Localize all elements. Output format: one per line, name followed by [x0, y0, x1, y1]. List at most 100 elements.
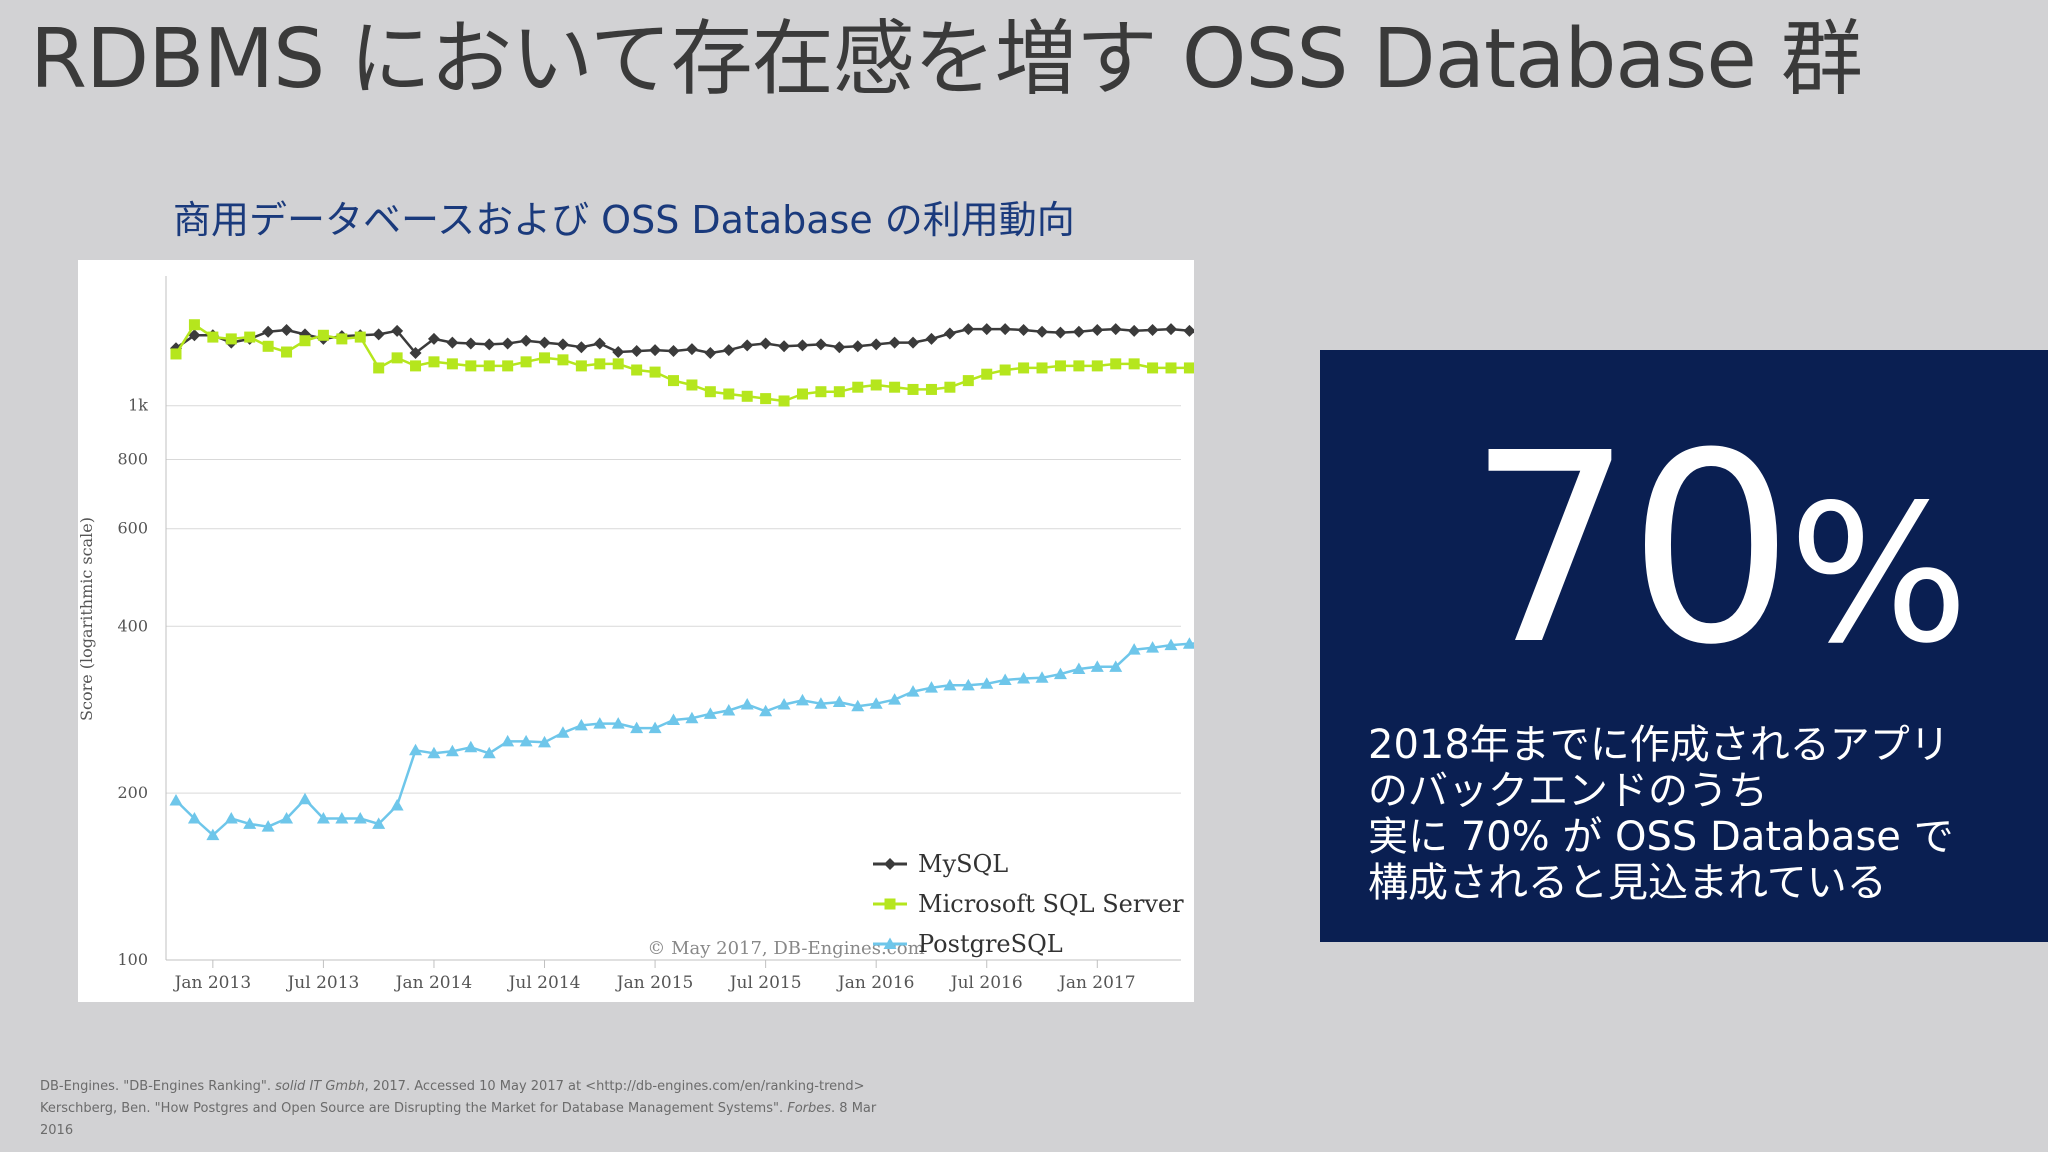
slide-title: RDBMS において存在感を増す OSS Database 群 — [30, 10, 1862, 110]
data-point-mysql — [575, 341, 587, 353]
data-point-microsoft-sql-server — [1073, 360, 1084, 371]
data-point-mysql — [852, 340, 864, 352]
stat-description-line: のバックエンドのうち — [1368, 768, 2028, 814]
x-tick-label: Jan 2014 — [394, 973, 473, 993]
data-point-mysql — [999, 323, 1011, 335]
x-tick-label: Jan 2013 — [173, 973, 252, 993]
data-point-microsoft-sql-server — [668, 375, 679, 386]
data-point-mysql — [815, 338, 827, 350]
data-point-microsoft-sql-server — [742, 391, 753, 402]
data-point-microsoft-sql-server — [631, 365, 642, 376]
data-point-microsoft-sql-server — [1000, 365, 1011, 376]
stat-callout: 70% 2018年までに作成されるアプリ のバックエンドのうち 実に 70% が… — [1320, 350, 2048, 942]
legend-item-microsoft-sql-server[interactable]: Microsoft SQL Server — [873, 890, 1184, 918]
stat-number: 70 — [1467, 397, 1788, 702]
reference-line: Kerschberg, Ben. "How Postgres and Open … — [40, 1098, 1020, 1120]
data-point-microsoft-sql-server — [1055, 360, 1066, 371]
data-point-mysql — [833, 341, 845, 353]
data-point-microsoft-sql-server — [281, 347, 292, 358]
reference-line: 2016 — [40, 1120, 1020, 1142]
data-point-microsoft-sql-server — [244, 332, 255, 343]
data-point-microsoft-sql-server — [1166, 362, 1177, 373]
data-point-microsoft-sql-server — [263, 341, 274, 352]
data-point-microsoft-sql-server — [705, 386, 716, 397]
data-point-microsoft-sql-server — [760, 393, 771, 404]
stat-description: 2018年までに作成されるアプリ のバックエンドのうち 実に 70% が OSS… — [1368, 722, 2028, 906]
y-axis-title: Score (logarithmic scale) — [78, 517, 96, 721]
chart-heading: 商用データベースおよび OSS Database の利用動向 — [173, 192, 1075, 248]
data-point-mysql — [465, 338, 477, 350]
data-point-microsoft-sql-server — [428, 356, 439, 367]
chart-panel: 100 200 400 600 800 1k Score (logarithmic scal… — [78, 260, 1194, 1002]
chart-legend[interactable]: MySQL Microsoft SQL Server PostgreSQL — [873, 850, 1184, 958]
data-point-microsoft-sql-server — [1147, 362, 1158, 373]
grid-lines — [166, 406, 1181, 793]
data-point-microsoft-sql-server — [797, 388, 808, 399]
data-point-microsoft-sql-server — [852, 382, 863, 393]
data-point-microsoft-sql-server — [815, 386, 826, 397]
data-point-postgresql — [225, 812, 238, 824]
data-point-microsoft-sql-server — [299, 335, 310, 346]
stat-unit: % — [1788, 464, 1969, 685]
legend-label-microsoft-sql-server: Microsoft SQL Server — [918, 890, 1184, 918]
data-point-mysql — [925, 333, 937, 345]
data-point-mysql — [631, 345, 643, 357]
data-point-mysql — [483, 338, 495, 350]
x-tick-label: Jan 2015 — [615, 973, 694, 993]
data-point-mysql — [1018, 324, 1030, 336]
references: DB-Engines. "DB-Engines Ranking". solid … — [40, 1076, 1020, 1142]
data-point-mysql — [1036, 326, 1048, 338]
reference-line: DB-Engines. "DB-Engines Ranking". solid … — [40, 1076, 1020, 1098]
data-point-mysql — [668, 345, 680, 357]
data-point-microsoft-sql-server — [779, 395, 790, 406]
stat-description-line: 構成されると見込まれている — [1368, 860, 2028, 906]
data-point-microsoft-sql-server — [594, 358, 605, 369]
chart-axes: 100 200 400 600 800 1k Score (logarithmic scal… — [78, 276, 1181, 993]
data-point-mysql — [281, 324, 293, 336]
data-point-microsoft-sql-server — [723, 388, 734, 399]
data-point-microsoft-sql-server — [189, 319, 200, 330]
data-point-mysql — [796, 339, 808, 351]
data-point-microsoft-sql-server — [1110, 358, 1121, 369]
legend-marker-mysql — [884, 858, 896, 870]
data-point-mysql — [1091, 324, 1103, 336]
legend-marker-microsoft-sql-server — [885, 899, 896, 910]
data-point-microsoft-sql-server — [539, 352, 550, 363]
data-point-microsoft-sql-server — [171, 348, 182, 359]
y-tick-label: 600 — [117, 519, 148, 538]
x-tick-label: Jul 2015 — [728, 973, 802, 993]
data-point-postgresql — [409, 744, 422, 756]
data-point-microsoft-sql-server — [502, 360, 513, 371]
data-point-mysql — [539, 337, 551, 349]
data-point-postgresql — [391, 799, 404, 811]
chart-credit: © May 2017, DB-Engines.com — [647, 938, 924, 959]
data-point-microsoft-sql-server — [1018, 362, 1029, 373]
data-point-microsoft-sql-server — [834, 386, 845, 397]
y-tick-label: 800 — [117, 449, 148, 468]
data-point-mysql — [704, 347, 716, 359]
data-point-microsoft-sql-server — [889, 382, 900, 393]
data-point-postgresql — [464, 741, 477, 753]
data-point-mysql — [1165, 323, 1177, 335]
trend-chart: 1002004006008001kScore (logarithmic scal… — [78, 260, 1194, 1002]
data-point-microsoft-sql-server — [871, 379, 882, 390]
data-point-mysql — [778, 340, 790, 352]
data-point-microsoft-sql-server — [1129, 358, 1140, 369]
data-point-microsoft-sql-server — [963, 375, 974, 386]
data-point-mysql — [907, 337, 919, 349]
data-point-mysql — [1147, 324, 1159, 336]
legend-item-mysql[interactable]: MySQL — [873, 850, 1008, 878]
data-point-microsoft-sql-server — [521, 356, 532, 367]
data-point-mysql — [944, 327, 956, 339]
data-point-mysql — [870, 338, 882, 350]
x-tick-label: Jul 2013 — [285, 973, 359, 993]
data-point-microsoft-sql-server — [981, 369, 992, 380]
y-tick-label: 400 — [117, 616, 148, 635]
data-point-microsoft-sql-server — [373, 362, 384, 373]
data-point-microsoft-sql-server — [1184, 362, 1194, 373]
x-tick-label: Jan 2017 — [1057, 973, 1136, 993]
data-point-microsoft-sql-server — [1037, 362, 1048, 373]
y-tick-label: 1k — [128, 396, 148, 415]
data-point-microsoft-sql-server — [908, 384, 919, 395]
